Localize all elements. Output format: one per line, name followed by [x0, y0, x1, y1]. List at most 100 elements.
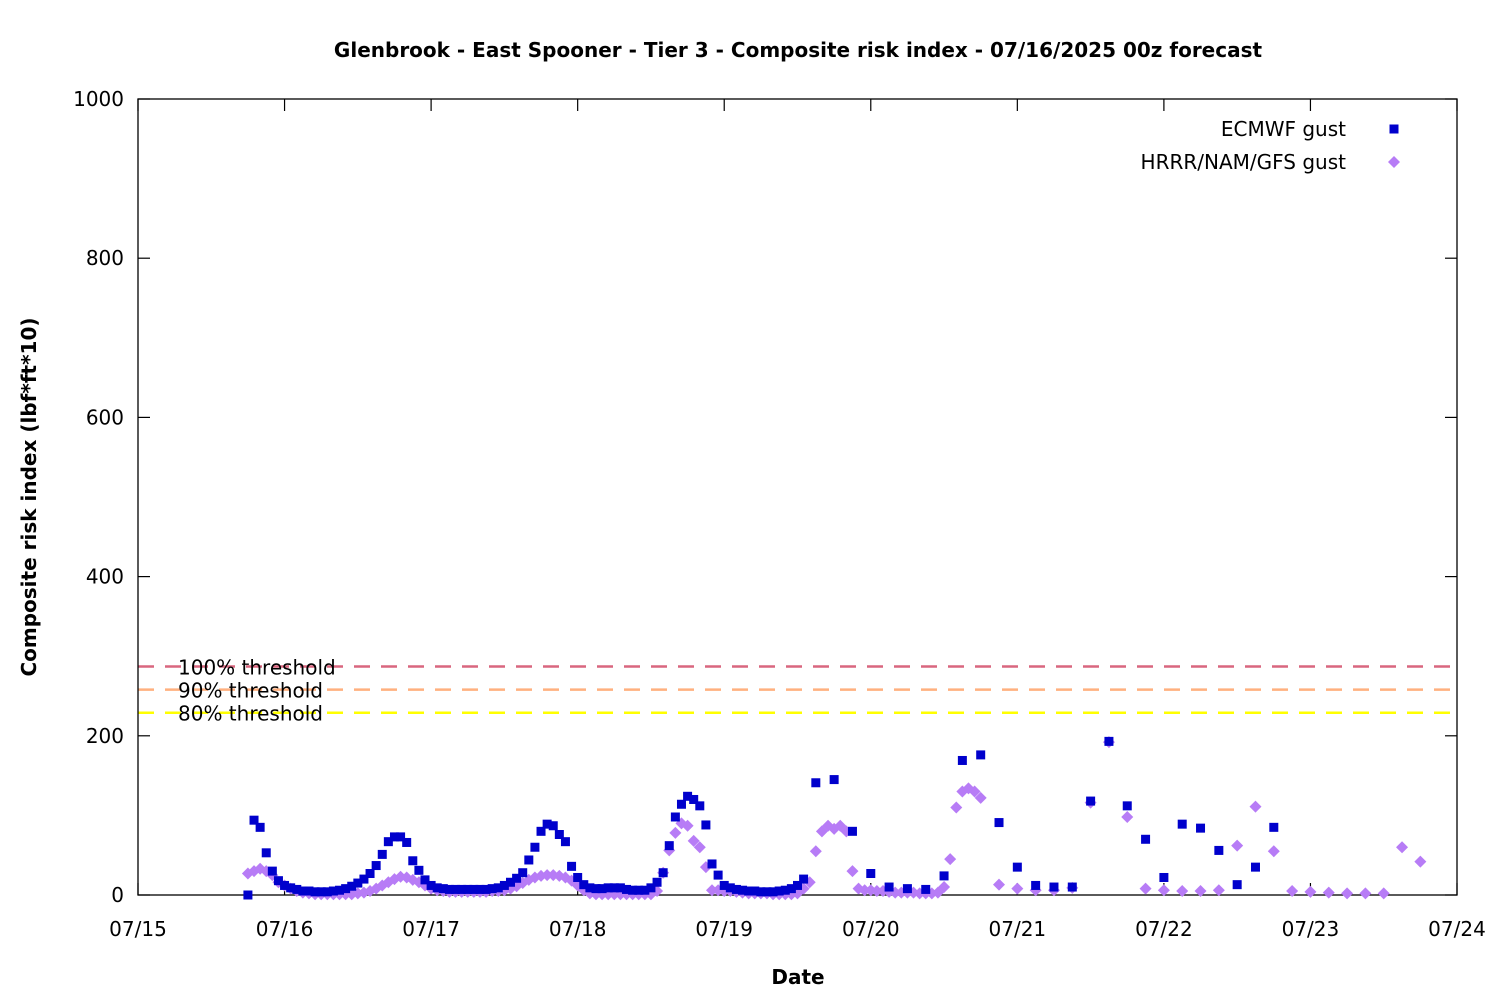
hrrr-point [846, 865, 859, 878]
ecmwf-point [505, 877, 515, 887]
x-tick-label: 07/24 [1428, 917, 1486, 941]
ecmwf-point [652, 877, 662, 887]
ecmwf-point [353, 878, 363, 888]
ecmwf-point [481, 884, 491, 894]
ecmwf-point [603, 883, 613, 893]
ecmwf-point [1232, 880, 1242, 890]
ecmwf-point [658, 868, 668, 878]
ecmwf-point [579, 880, 589, 890]
ecmwf-point [1049, 882, 1059, 892]
hrrr-point [1267, 845, 1280, 858]
ecmwf-point [866, 869, 876, 879]
ecmwf-point [902, 884, 912, 894]
hrrr-point [950, 801, 963, 814]
hrrr-point [858, 884, 871, 897]
ecmwf-point [829, 775, 839, 785]
ecmwf-point [408, 856, 418, 866]
ecmwf-point [249, 815, 259, 825]
ecmwf-point [273, 876, 283, 886]
hrrr-point [1377, 887, 1390, 900]
ecmwf-point [414, 865, 424, 875]
hrrr-point [1322, 886, 1335, 899]
ecmwf-point [1031, 880, 1041, 890]
x-tick-label: 07/18 [549, 917, 607, 941]
ecmwf-point [255, 822, 265, 832]
ecmwf-point [383, 837, 393, 847]
hrrr-point [248, 865, 261, 878]
ecmwf-point [719, 880, 729, 890]
hrrr-point [687, 834, 700, 847]
hrrr-point [1304, 885, 1317, 898]
ecmwf-point [1159, 872, 1169, 882]
x-tick-label: 07/17 [402, 917, 460, 941]
ecmwf-point [316, 887, 326, 897]
ecmwf-point [444, 884, 454, 894]
ecmwf-point [518, 868, 528, 878]
hrrr-point [993, 878, 1006, 891]
ecmwf-point [762, 887, 772, 897]
ecmwf-point [359, 874, 369, 884]
ecmwf-point [591, 884, 601, 894]
ecmwf-point [695, 801, 705, 811]
hrrr-point [870, 885, 883, 898]
ecmwf-point [298, 886, 308, 896]
legend-swatch [1389, 124, 1399, 134]
x-tick-label: 07/15 [109, 917, 167, 941]
ecmwf-point [780, 885, 790, 895]
hrrr-point [1231, 839, 1244, 852]
hrrr-point [669, 826, 682, 839]
ecmwf-point [1067, 882, 1077, 892]
hrrr-point [968, 785, 981, 798]
ecmwf-point [567, 861, 577, 871]
ecmwf-point [365, 869, 375, 879]
ecmwf-point [597, 884, 607, 894]
hrrr-point [706, 884, 719, 897]
y-tick-label: 400 [86, 565, 124, 589]
ecmwf-point [1122, 801, 1132, 811]
ecmwf-point [768, 887, 778, 897]
ecmwf-point [267, 866, 277, 876]
ecmwf-point [1104, 736, 1114, 746]
hrrr-point [681, 819, 694, 832]
ecmwf-point [396, 832, 406, 842]
ecmwf-point [622, 884, 632, 894]
ecmwf-point [689, 794, 699, 804]
hrrr-point [1359, 887, 1372, 900]
ecmwf-point [921, 884, 931, 894]
ecmwf-point [701, 820, 711, 830]
ecmwf-point [512, 873, 522, 883]
ecmwf-point [799, 874, 809, 884]
ecmwf-point [457, 884, 467, 894]
ecmwf-point [957, 755, 967, 765]
x-tick-label: 07/23 [1282, 917, 1340, 941]
ecmwf-point [774, 886, 784, 896]
hrrr-point [944, 853, 957, 866]
ecmwf-point [976, 750, 986, 760]
ecmwf-point [286, 883, 296, 893]
ecmwf-point [347, 881, 357, 891]
ecmwf-point [676, 799, 686, 809]
ecmwf-point [664, 841, 674, 851]
ecmwf-point [310, 887, 320, 897]
legend: ECMWF gust HRRR/NAM/GFS gust [1141, 117, 1400, 174]
hrrr-point [1249, 800, 1262, 813]
data-series [241, 736, 1427, 901]
ecmwf-point [884, 882, 894, 892]
ecmwf-point [811, 778, 821, 788]
ecmwf-point [548, 821, 558, 831]
ecmwf-point [1196, 823, 1206, 833]
ecmwf-point [1269, 822, 1279, 832]
x-tick-label: 07/21 [989, 917, 1047, 941]
hrrr-point [938, 881, 951, 894]
hrrr-point [1176, 885, 1189, 898]
plot-frame [137, 98, 1458, 896]
ecmwf-point [328, 886, 338, 896]
x-axis-ticks: 07/15 07/16 07/17 07/18 07/19 07/20 07/21 07/22… [109, 99, 1486, 941]
ecmwf-point [426, 880, 436, 890]
threshold-label: 100% threshold [178, 656, 336, 680]
ecmwf-point [793, 880, 802, 890]
ecmwf-point [786, 884, 796, 894]
ecmwf-point [615, 883, 625, 893]
legend-entry-label: HRRR/NAM/GFS gust [1141, 150, 1347, 174]
ecmwf-point [1141, 834, 1151, 844]
